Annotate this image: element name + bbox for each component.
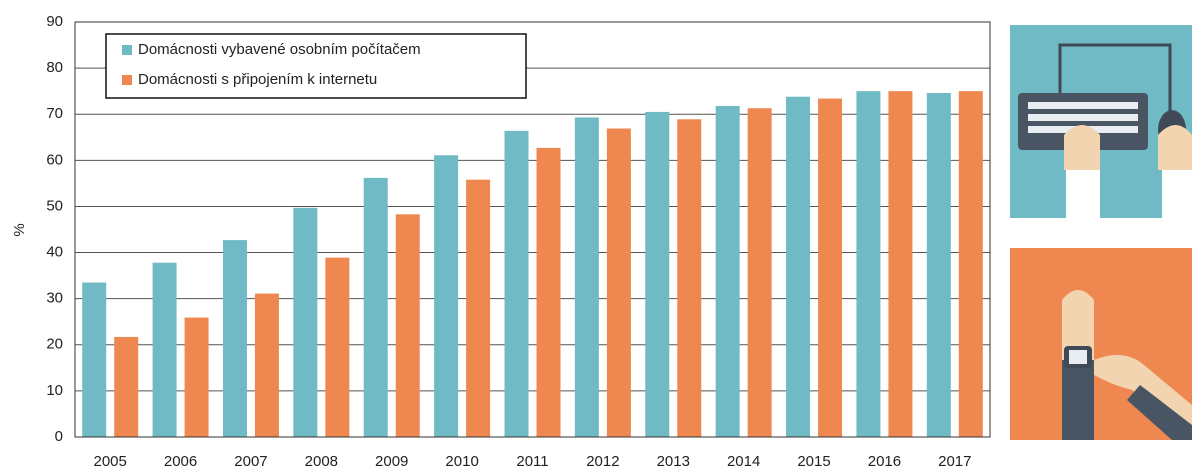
bar xyxy=(716,106,740,437)
page: {"chart_data": {"type": "bar", "y_label"… xyxy=(0,0,1192,475)
bar xyxy=(818,99,842,437)
x-tick-label: 2012 xyxy=(586,453,619,470)
chart: % 0 10 20 30 40 50 60 70 80 90 2005 2006 2007 2008 200… xyxy=(0,0,1192,470)
y-tick-label: 0 xyxy=(55,428,63,445)
bar xyxy=(505,131,529,437)
bar xyxy=(856,91,880,437)
bar xyxy=(325,258,349,437)
bar xyxy=(396,214,420,437)
x-tick-label: 2017 xyxy=(938,453,971,470)
x-tick-label: 2014 xyxy=(727,453,760,470)
x-tick-label: 2007 xyxy=(234,453,267,470)
bar xyxy=(888,91,912,437)
y-tick-label: 30 xyxy=(46,290,63,307)
bar xyxy=(434,155,458,437)
bar xyxy=(82,283,106,437)
y-axis-label: % xyxy=(11,223,28,236)
x-tick-label: 2015 xyxy=(797,453,830,470)
y-tick-label: 70 xyxy=(46,105,63,122)
y-tick-label: 20 xyxy=(46,336,63,353)
x-tick-label: 2011 xyxy=(516,453,548,470)
x-tick-label: 2008 xyxy=(305,453,338,470)
bar xyxy=(575,117,599,437)
illustration-watch xyxy=(1010,248,1192,440)
bar xyxy=(466,180,490,437)
x-tick-label: 2005 xyxy=(94,453,127,470)
bar xyxy=(185,318,209,437)
legend-label: Domácnosti s připojením k internetu xyxy=(138,71,377,88)
bar xyxy=(255,294,279,437)
bar xyxy=(607,129,631,437)
bar xyxy=(537,148,561,437)
bar xyxy=(364,178,388,437)
y-tick-label: 90 xyxy=(46,13,63,30)
bar xyxy=(959,91,983,437)
x-tick-label: 2013 xyxy=(657,453,690,470)
x-tick-label: 2006 xyxy=(164,453,197,470)
x-tick-label: 2010 xyxy=(445,453,478,470)
y-tick-label: 80 xyxy=(46,59,63,76)
legend-swatch xyxy=(122,45,132,55)
bar xyxy=(677,119,701,437)
bar xyxy=(786,97,810,437)
bar xyxy=(223,240,247,437)
x-tick-label: 2009 xyxy=(375,453,408,470)
bar xyxy=(645,112,669,437)
legend: Domácnosti vybavené osobním počítačem Dom… xyxy=(106,34,526,98)
bar xyxy=(927,93,951,437)
illustration-keyboard xyxy=(1010,25,1192,218)
bar xyxy=(153,263,177,437)
y-tick-label: 10 xyxy=(46,382,63,399)
bar xyxy=(114,337,138,437)
y-tick-label: 60 xyxy=(46,151,63,168)
bar xyxy=(293,208,317,437)
legend-swatch xyxy=(122,75,132,85)
x-tick-label: 2016 xyxy=(868,453,901,470)
legend-label: Domácnosti vybavené osobním počítačem xyxy=(138,41,421,58)
y-tick-label: 50 xyxy=(46,197,63,214)
bar xyxy=(748,108,772,437)
y-tick-label: 40 xyxy=(46,244,63,261)
